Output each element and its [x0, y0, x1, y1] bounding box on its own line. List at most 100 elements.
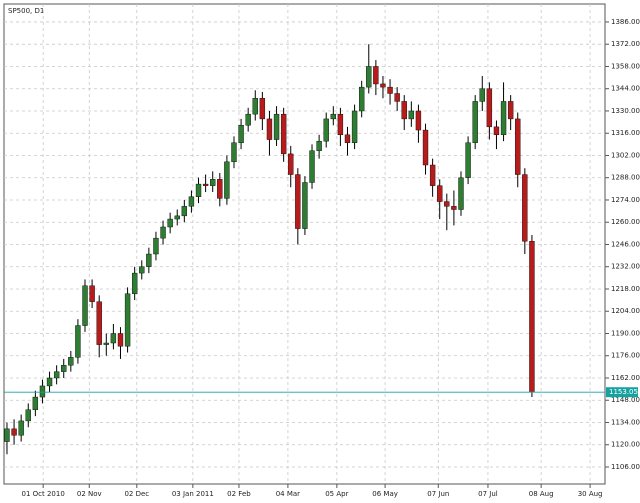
candle-body: [465, 142, 471, 178]
y-tick-label: 1162.00: [611, 374, 640, 382]
candle-body: [75, 325, 81, 358]
candle-body: [486, 88, 493, 128]
candle-body: [493, 126, 500, 136]
candle-body: [472, 101, 478, 143]
candle-body: [153, 237, 159, 255]
candle-body: [366, 66, 372, 88]
candle-body: [39, 385, 46, 398]
x-tick-label: 30 Aug: [578, 490, 603, 498]
y-tick-label: 1288.00: [611, 174, 640, 182]
candle-body: [210, 179, 216, 186]
candle-body: [252, 98, 258, 115]
candle-body: [302, 182, 308, 229]
x-tick-label: 07 Jul: [478, 490, 498, 498]
y-tick-label: 1204.00: [611, 307, 640, 315]
candle-body: [181, 206, 188, 217]
x-tick-label: 03 Jan 2011: [172, 490, 214, 498]
x-tick-label: 06 May: [372, 490, 398, 498]
candle-body: [61, 365, 67, 372]
candle-body: [373, 66, 379, 85]
y-tick-label: 1176.00: [611, 352, 640, 360]
candle-body: [344, 134, 351, 143]
candle-body: [429, 164, 436, 186]
candle-body: [323, 118, 329, 142]
y-tick-label: 1106.00: [611, 463, 640, 471]
candle-body: [259, 98, 266, 120]
candle-body: [330, 113, 336, 120]
x-tick-label: 02 Nov: [77, 490, 102, 498]
candle-body: [195, 183, 202, 197]
candle-body: [167, 218, 173, 228]
candle-body: [515, 118, 521, 175]
candle-body: [529, 241, 535, 393]
candle-body: [401, 101, 407, 120]
candle-body: [295, 174, 301, 229]
candle-body: [224, 161, 230, 199]
candle-body: [32, 396, 39, 410]
candle-body: [437, 185, 443, 202]
candle-body: [266, 118, 273, 140]
candle-body: [131, 272, 138, 294]
candle-body: [337, 113, 344, 136]
y-tick-label: 1344.00: [611, 85, 640, 93]
candle-body: [280, 113, 287, 155]
candle-body: [53, 371, 60, 379]
y-tick-label: 1232.00: [611, 263, 640, 271]
last-price-box: [606, 387, 638, 398]
candle-body: [139, 266, 145, 274]
y-tick-label: 1330.00: [611, 107, 640, 115]
chart-title: SP500, D1: [8, 7, 44, 15]
candle-body: [160, 226, 166, 239]
candle-body: [415, 110, 422, 131]
candle-body: [110, 333, 117, 344]
candle-body: [217, 179, 223, 199]
candle-body: [309, 150, 315, 183]
candle-body: [103, 342, 109, 345]
x-tick-label: 07 Jun: [427, 490, 449, 498]
candle-body: [146, 253, 152, 267]
candle-body: [458, 177, 464, 210]
candle-body: [288, 153, 294, 175]
y-tick-label: 1218.00: [611, 285, 640, 293]
candle-body: [408, 110, 415, 120]
candle-body: [444, 201, 450, 207]
candle-body: [68, 357, 74, 366]
y-tick-label: 1358.00: [611, 62, 640, 70]
candle-body: [422, 129, 429, 166]
candle-body: [11, 428, 17, 436]
x-tick-label: 01 Oct 2010: [22, 490, 65, 498]
y-tick-label: 1372.00: [611, 40, 640, 48]
candle-body: [117, 333, 124, 347]
candle-body: [96, 301, 102, 345]
y-tick-label: 1260.00: [611, 218, 640, 226]
candle-body: [124, 293, 131, 347]
candle-body: [46, 377, 53, 387]
candle-body: [451, 206, 457, 210]
candle-body: [394, 93, 400, 102]
x-tick-label: 08 Aug: [529, 490, 554, 498]
candle-body: [25, 409, 31, 422]
candle-body: [316, 140, 322, 151]
x-tick-label: 05 Apr: [325, 490, 348, 498]
candle-body: [245, 113, 251, 126]
y-tick-label: 1316.00: [611, 129, 640, 137]
candle-body: [238, 125, 244, 143]
candle-body: [89, 285, 95, 302]
x-tick-label: 02 Dec: [124, 490, 149, 498]
y-tick-label: 1190.00: [611, 329, 640, 337]
candle-body: [522, 174, 528, 242]
y-tick-label: 1302.00: [611, 151, 640, 159]
candle-body: [174, 215, 180, 220]
candle-body: [4, 428, 10, 442]
x-tick-label: 02 Feb: [227, 490, 251, 498]
candle-body: [380, 83, 386, 88]
candle-body: [188, 196, 195, 207]
y-tick-label: 1148.00: [611, 396, 640, 404]
candle-body: [500, 101, 507, 136]
candle-body: [82, 285, 88, 326]
candle-body: [231, 142, 237, 163]
x-tick-label: 04 Mar: [276, 490, 300, 498]
candle-body: [351, 110, 358, 143]
